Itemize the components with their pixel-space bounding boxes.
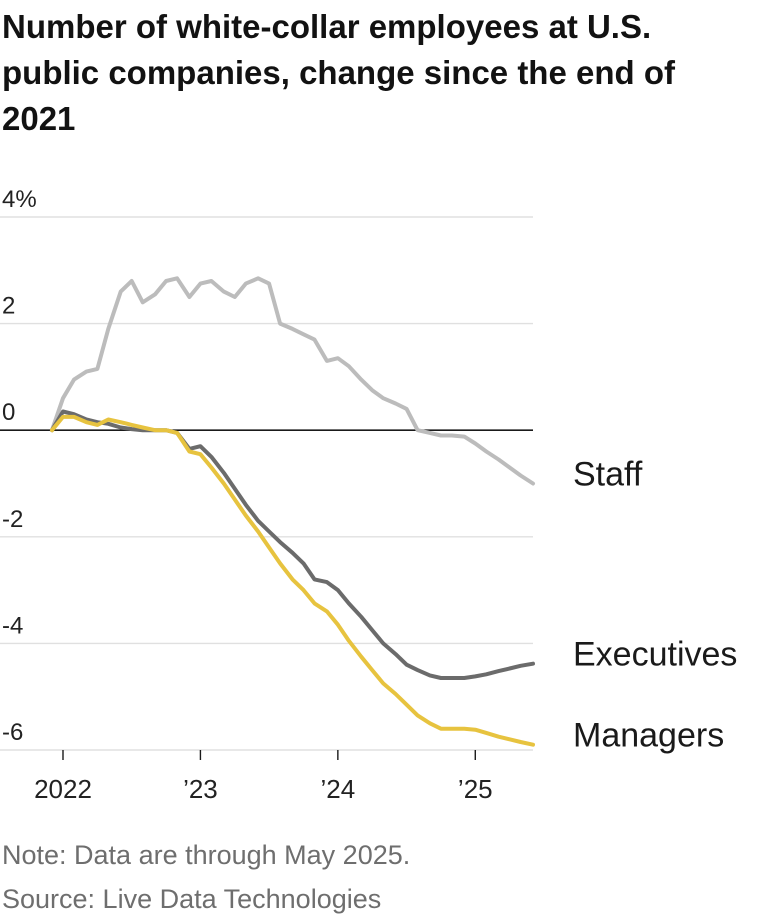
x-tick-label: 2022	[34, 774, 92, 804]
gridlines	[0, 216, 533, 751]
series-label-managers: Managers	[573, 717, 724, 755]
y-tick-label: -2	[2, 506, 23, 533]
y-tick-label: -4	[2, 612, 23, 639]
x-axis-ticks: 2022 ’23 ’24 ’25	[34, 750, 493, 804]
y-axis-tick-labels: 4% 2 0 -2 -4 -6	[2, 186, 37, 746]
x-tick-label: ’25	[458, 774, 493, 804]
y-tick-label: 2	[2, 293, 15, 320]
series-labels: Staff Executives Managers	[573, 456, 737, 755]
chart-title: Number of white-collar employees at U.S.…	[2, 8, 675, 137]
series-line-managers	[50, 414, 535, 747]
y-tick-label: -6	[2, 719, 23, 746]
series-label-staff: Staff	[573, 456, 643, 494]
line-chart: 4% 2 0 -2 -4 -6 2022 ’23 ’24 ’25 Staff Executives…	[0, 186, 737, 804]
x-tick-label: ’24	[320, 774, 355, 804]
series-line-staff	[50, 276, 535, 486]
series-label-executives: Executives	[573, 636, 737, 674]
x-tick-label: ’23	[183, 774, 218, 804]
chart-source: Source: Live Data Technologies	[2, 884, 382, 914]
y-tick-label: 0	[2, 399, 15, 426]
chart-note: Note: Data are through May 2025.	[2, 840, 411, 870]
series-line-executives	[50, 409, 535, 680]
y-tick-label: 4%	[2, 186, 37, 213]
series-lines	[50, 276, 535, 747]
